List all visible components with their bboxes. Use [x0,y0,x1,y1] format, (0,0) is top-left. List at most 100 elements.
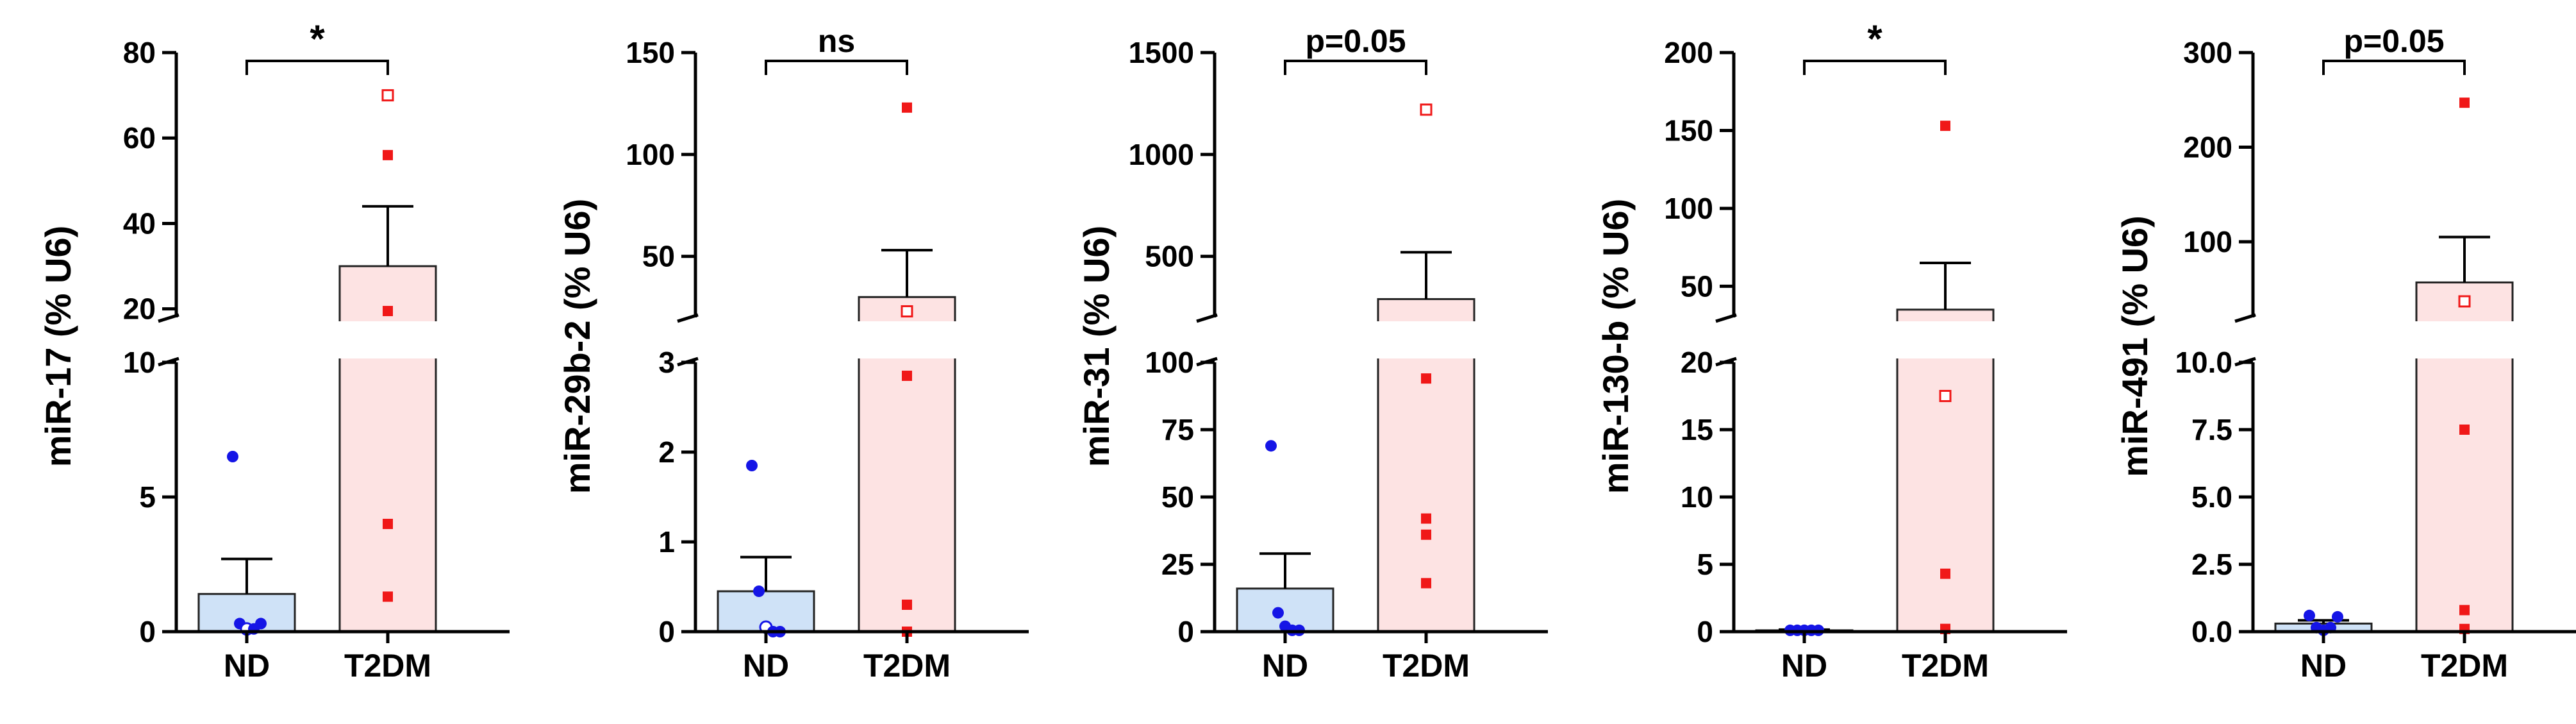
data-point-t2dm-3 [2459,425,2470,435]
chart-panel-4: 0 5 10 15 20 50 100 150 200 ND T2DM miR-130-b (% U6… [1595,17,2077,684]
data-point-t2dm-2 [901,305,913,317]
y-axis-label: miR-17 (% U6) [38,226,78,467]
data-point-t2dm-2 [2458,295,2471,308]
x-tick-label: T2DM [1383,648,1470,684]
data-point-nd-1 [227,451,238,462]
y-tick-label: 1500 [1129,36,1194,69]
significance-label: * [1867,17,1882,60]
y-tick-label: 100 [1664,192,1713,225]
significance-bracket [2322,60,2466,75]
y-axis-label: miR-29b-2 (% U6) [557,199,597,494]
data-point-t2dm-1 [381,89,394,102]
y-tick-label: 2.5 [2191,548,2232,581]
y-tick-label: 200 [1664,36,1713,69]
y-tick-label: 100 [626,138,675,171]
chart-panel-3: 0 25 50 75 100 500 1000 1500 ND T2DM miR-31 (% U6)… [1076,23,1558,684]
y-tick-label: 5.0 [2191,480,2232,514]
y-tick-label: 0 [658,615,675,648]
x-tick-label: ND [743,648,789,684]
y-axis-label: miR-491 (% U6) [2115,215,2155,477]
data-point-nd-5 [255,618,267,630]
y-tick-label: 1000 [1129,138,1194,171]
y-tick-label: 500 [1145,240,1194,273]
y-tick-label: 60 [123,121,156,155]
x-tick-label: ND [224,648,270,684]
data-point-t2dm-1 [902,102,912,113]
y-tick-label: 100 [2183,225,2232,258]
axis-break-mark [2234,313,2256,323]
bar-t2dm [338,265,437,633]
y-tick-label: 20 [1681,346,1713,379]
significance-bracket [245,60,389,75]
data-point-t2dm-1 [1940,121,1950,131]
y-tick-label: 10.0 [2175,346,2232,379]
y-tick-label: 25 [1161,548,1194,581]
axis-break-gap [1686,321,2077,358]
y-tick-label: 0.0 [2191,615,2232,648]
axis-break-gap [2205,321,2576,358]
significance-label: p=0.05 [1305,23,1406,59]
x-tick-label: ND [1781,648,1827,684]
x-tick-label: T2DM [863,648,951,684]
significance-label: * [310,17,325,60]
data-point-nd-2 [753,585,765,597]
data-point-t2dm-1 [2459,97,2470,108]
data-point-t2dm-3 [902,371,912,381]
data-point-nd-2 [1272,607,1284,619]
y-axis-label: miR-31 (% U6) [1076,226,1117,467]
axis-break-mark [158,313,179,323]
y-tick-label: 80 [123,36,156,69]
axis-break-mark [1196,313,1218,323]
significance-label: ns [818,23,855,59]
significance-label: p=0.05 [2343,23,2444,59]
data-point-nd-1 [1265,440,1277,452]
significance-bracket [1284,60,1427,75]
y-tick-label: 1 [658,525,675,559]
data-point-t2dm-5 [383,591,393,602]
data-point-t2dm-4 [1421,529,1431,540]
axis-break-gap [128,321,519,358]
y-tick-label: 50 [1161,480,1194,514]
y-tick-label: 15 [1681,413,1713,446]
x-tick-label: T2DM [344,648,431,684]
data-point-nd-5 [2332,610,2343,623]
chart-panel-1: 0 5 10 20 40 60 80 ND T2DM miR-17 (% U6) * [38,17,519,684]
y-tick-label: 300 [2183,36,2232,69]
data-point-t2dm-4 [383,519,393,529]
y-tick-label: 10 [1681,480,1713,514]
y-tick-label: 7.5 [2191,413,2232,446]
y-tick-label: 10 [123,346,156,379]
y-tick-label: 40 [123,206,156,240]
y-tick-label: 3 [658,346,675,379]
x-tick-label: T2DM [1902,648,1989,684]
y-tick-label: 150 [626,36,675,69]
y-tick-label: 5 [1697,548,1713,581]
y-tick-label: 0 [1177,615,1194,648]
y-axis-label: miR-130-b (% U6) [1595,199,1636,494]
y-tick-label: 0 [1697,615,1713,648]
y-tick-label: 150 [1664,114,1713,147]
x-tick-label: ND [1262,648,1308,684]
x-tick-label: T2DM [2421,648,2508,684]
y-tick-label: 5 [139,480,156,514]
axis-break-gap [647,321,1038,358]
data-point-t2dm-1 [1420,103,1433,116]
data-point-t2dm-4 [2459,605,2470,616]
data-point-t2dm-3 [1940,568,1950,579]
chart-panel-2: 0 1 2 3 50 100 150 ND T2DM miR-29b-2 (% U6) ns [557,23,1038,684]
chart-panel-5: 0.0 2.5 5.0 7.5 10.0 100 200 300 ND T2DM miR-491 (… [2115,23,2576,684]
data-point-t2dm-5 [1421,578,1431,589]
y-tick-label: 75 [1161,413,1194,446]
y-tick-label: 20 [123,292,156,326]
axis-break-mark [677,313,699,323]
data-point-t2dm-2 [1421,373,1431,384]
data-point-nd-1 [2304,609,2315,621]
significance-bracket [1803,60,1947,75]
axis-break-mark [1715,313,1737,323]
data-point-t2dm-3 [383,306,393,317]
data-point-t2dm-2 [383,149,393,160]
axis-break-gap [1167,321,1558,358]
significance-bracket [765,60,908,75]
